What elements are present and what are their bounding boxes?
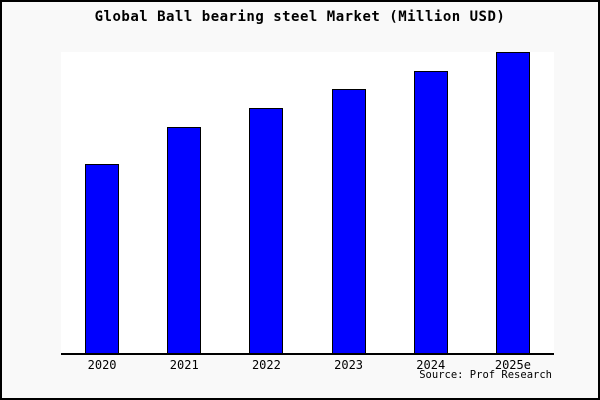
x-tick-label-2020: 2020 bbox=[87, 358, 117, 372]
bar-2021 bbox=[167, 126, 202, 353]
x-tick-label-2024: 2024 bbox=[416, 358, 446, 372]
bar-2022 bbox=[249, 108, 284, 353]
x-tick-label-2022: 2022 bbox=[251, 358, 281, 372]
chart-title: Global Ball bearing steel Market (Millio… bbox=[94, 9, 506, 25]
x-axis: 2020 2021 2022 2023 2024 2025e bbox=[2, 358, 598, 372]
source-label: Source: Prof Research bbox=[419, 369, 552, 381]
x-tick-label-2021: 2021 bbox=[169, 358, 199, 372]
x-tick-label-2023: 2023 bbox=[334, 358, 364, 372]
bar-2020 bbox=[85, 163, 120, 353]
bar-2025e bbox=[495, 52, 530, 353]
plot-area bbox=[61, 52, 554, 355]
bar-2023 bbox=[331, 89, 366, 353]
bar-2024 bbox=[413, 70, 448, 353]
x-tick-label-2025e: 2025e bbox=[494, 358, 531, 372]
